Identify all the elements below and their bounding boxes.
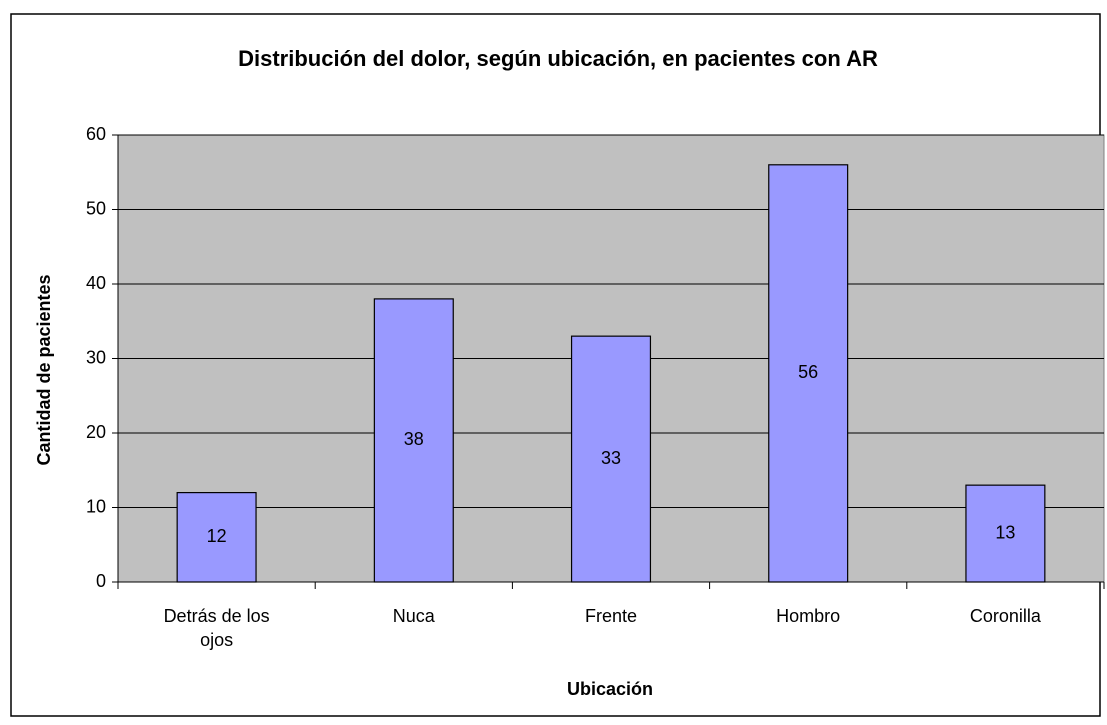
y-tick-label: 40: [86, 273, 106, 293]
bar: [373, 298, 454, 583]
x-tick-label: Hombro: [776, 606, 841, 626]
x-tick-label: Nuca: [392, 606, 435, 626]
chart-title: Distribución del dolor, según ubicación,…: [238, 46, 878, 71]
x-tick-label: Frente: [584, 606, 638, 626]
data-label: 38: [404, 429, 424, 449]
y-axis-title: Cantidad de pacientes: [34, 274, 54, 465]
x-tick-label-box: Frente: [584, 606, 638, 626]
x-tick-label: Detrás de los ojos: [163, 606, 270, 650]
y-tick-label: 10: [86, 496, 106, 516]
bar: [570, 335, 652, 583]
x-tick-label-box: Nuca: [392, 606, 435, 626]
y-tick-label: 60: [86, 124, 106, 144]
data-label: 56: [798, 362, 818, 382]
y-tick-label: 30: [86, 347, 106, 367]
x-tick-label-box: Coronilla: [969, 606, 1041, 626]
x-axis-title: Ubicación: [567, 679, 653, 699]
bar: [176, 492, 257, 583]
y-tick-label: 50: [86, 198, 106, 218]
bar: [768, 164, 849, 583]
data-label: 13: [995, 522, 1015, 542]
x-tick-label: Coronilla: [969, 606, 1041, 626]
y-tick-label: 20: [86, 422, 106, 442]
x-tick-label-box: Detrás de los ojos: [163, 606, 270, 650]
y-tick-label: 0: [96, 571, 106, 591]
data-label: 33: [601, 448, 621, 468]
bar: [965, 484, 1046, 583]
data-label: 12: [207, 526, 227, 546]
x-tick-label-box: Hombro: [776, 606, 841, 626]
